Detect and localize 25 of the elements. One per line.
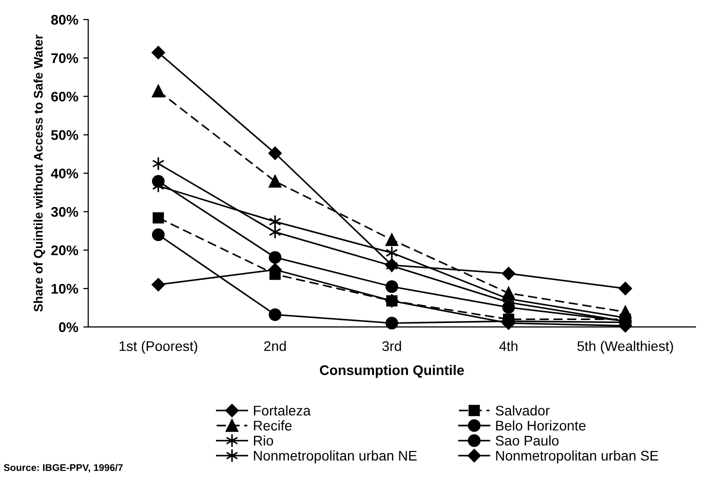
legend-label: Recife <box>254 420 292 431</box>
y-tick-label: 80% <box>51 14 78 25</box>
y-tick-label: 10% <box>52 284 78 294</box>
x-tick-label: 2nd <box>264 340 286 352</box>
legend-label: Belo Horizonte <box>496 420 586 431</box>
y-tick-label: 60% <box>51 92 78 102</box>
y-axis-title: Share of Quintile without Access to Safe Water <box>34 34 46 312</box>
y-tick-label: 0% <box>59 322 78 332</box>
y-tick-label: 70% <box>51 53 78 64</box>
legend-label: Nonmetropolitan urban NE <box>254 450 417 464</box>
y-tick-label: 30% <box>51 207 78 217</box>
legend-label: Fortaleza <box>254 405 311 416</box>
x-tick-label: 3rd <box>382 340 401 352</box>
x-tick-label: 5th (Wealthiest) <box>577 340 673 354</box>
y-tick-label: 50% <box>51 130 78 140</box>
y-tick-label: 40% <box>50 168 78 178</box>
legend-label: Sao Paulo <box>496 435 559 446</box>
source-note: Source: IBGE-PPV, 1996/7 <box>4 464 123 472</box>
x-tick-label: 1st (Poorest) <box>120 340 198 354</box>
x-axis-title: Consumption Quintile <box>320 364 464 378</box>
legend-label: Rio <box>254 435 274 446</box>
x-tick-label: 4th <box>499 340 518 352</box>
y-tick-label: 20% <box>51 245 78 256</box>
legend-label: Nonmetropolitan urban SE <box>496 450 658 464</box>
legend-label: Salvador <box>496 405 550 416</box>
